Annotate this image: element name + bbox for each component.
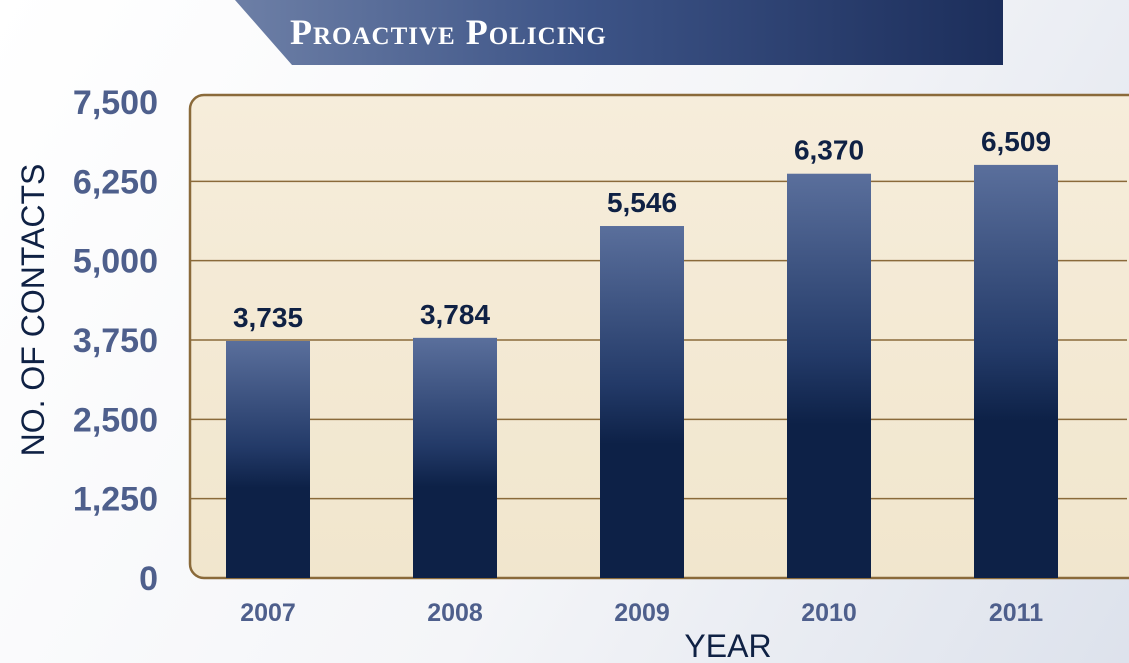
bar <box>974 164 1058 579</box>
bar <box>413 337 497 578</box>
bar-value-label: 3,784 <box>420 299 490 330</box>
bar <box>787 173 871 578</box>
y-tick-label: 6,250 <box>73 163 158 201</box>
y-tick-label: 1,250 <box>73 481 158 519</box>
y-tick-label: 5,000 <box>73 243 158 281</box>
bar <box>226 340 310 578</box>
x-tick-label: 2008 <box>427 599 483 627</box>
bar-value-label: 5,546 <box>607 187 677 218</box>
x-tick-label: 2011 <box>989 599 1043 627</box>
bar-value-label: 3,735 <box>233 302 303 333</box>
title-banner-shape <box>235 0 1003 65</box>
x-tick-label: 2009 <box>614 599 670 627</box>
x-axis-title: YEAR <box>684 628 771 663</box>
x-tick-label: 2007 <box>240 599 296 627</box>
bar <box>600 226 684 579</box>
x-tick-label: 2010 <box>801 599 857 627</box>
title-banner <box>235 0 1003 65</box>
y-axis-title: NO. OF CONTACTS <box>15 164 51 457</box>
y-tick-label: 7,500 <box>73 84 158 122</box>
chart-title: Proactive Policing <box>290 12 607 52</box>
y-tick-label: 0 <box>139 560 158 598</box>
bar-value-label: 6,509 <box>981 126 1051 157</box>
y-tick-label: 2,500 <box>73 401 158 439</box>
bar-value-label: 6,370 <box>794 135 864 166</box>
y-tick-label: 3,750 <box>73 322 158 360</box>
